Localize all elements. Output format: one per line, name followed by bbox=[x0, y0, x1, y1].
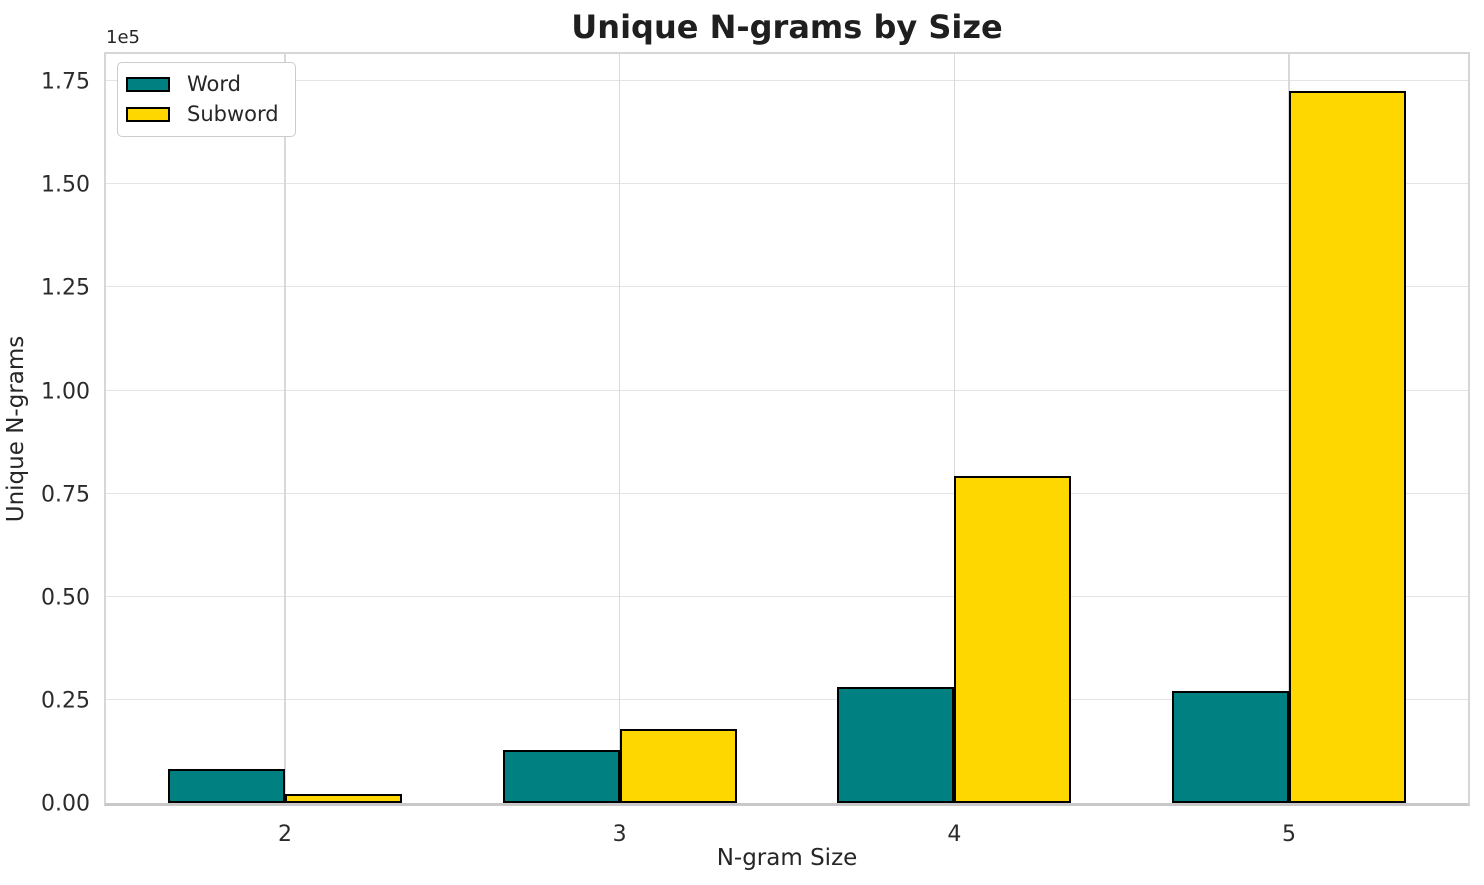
v-gridline-3 bbox=[618, 54, 621, 803]
x-tick-4: 4 bbox=[947, 822, 962, 847]
y-axis-label: Unique N-grams bbox=[3, 335, 29, 523]
y-tick-1.50: 1.50 bbox=[41, 172, 90, 198]
bar-word-2 bbox=[167, 769, 286, 803]
h-gridline-1.75 bbox=[106, 80, 1468, 82]
v-gridline-2 bbox=[284, 54, 286, 803]
x-tick-3: 3 bbox=[612, 822, 627, 847]
y-tick-1.75: 1.75 bbox=[41, 69, 90, 95]
h-gridline-1.25 bbox=[106, 286, 1468, 288]
y-tick-1.00: 1.00 bbox=[41, 379, 90, 405]
legend-swatch-subword bbox=[126, 107, 170, 122]
h-gridline-0.25 bbox=[106, 698, 1468, 700]
bar-word-5 bbox=[1171, 690, 1289, 803]
chart-title: Unique N-grams by Size bbox=[571, 8, 1003, 46]
x-tick-5: 5 bbox=[1281, 822, 1296, 847]
bar-subword-5 bbox=[1288, 90, 1407, 803]
bar-subword-2 bbox=[285, 793, 403, 803]
v-gridline-4 bbox=[953, 54, 956, 803]
h-gridline-0.75 bbox=[106, 492, 1468, 494]
bar-subword-4 bbox=[954, 475, 1072, 803]
legend-label-subword: Subword bbox=[187, 102, 279, 126]
bar-word-3 bbox=[502, 750, 620, 803]
h-gridline-0.50 bbox=[106, 595, 1468, 597]
bar-subword-3 bbox=[619, 729, 737, 803]
y-tick-0.25: 0.25 bbox=[41, 688, 90, 714]
y-tick-0.75: 0.75 bbox=[41, 482, 90, 508]
y-tick-0.50: 0.50 bbox=[41, 585, 90, 611]
x-axis-label: N-gram Size bbox=[716, 845, 858, 871]
legend-item-word: Word bbox=[126, 72, 279, 97]
legend-label-word: Word bbox=[187, 72, 241, 96]
h-gridline-1.00 bbox=[106, 389, 1468, 391]
legend-item-subword: Subword bbox=[126, 102, 279, 127]
plot-area: Word Subword bbox=[104, 52, 1470, 806]
legend: Word Subword bbox=[117, 62, 296, 137]
y-tick-1.25: 1.25 bbox=[41, 275, 90, 301]
legend-swatch-word bbox=[126, 77, 170, 92]
y-tick-0.00: 0.00 bbox=[41, 791, 90, 817]
x-tick-2: 2 bbox=[278, 822, 293, 847]
y-axis-offset-label: 1e5 bbox=[106, 27, 140, 48]
h-gridline-1.50 bbox=[106, 183, 1468, 185]
bar-word-4 bbox=[837, 686, 955, 803]
